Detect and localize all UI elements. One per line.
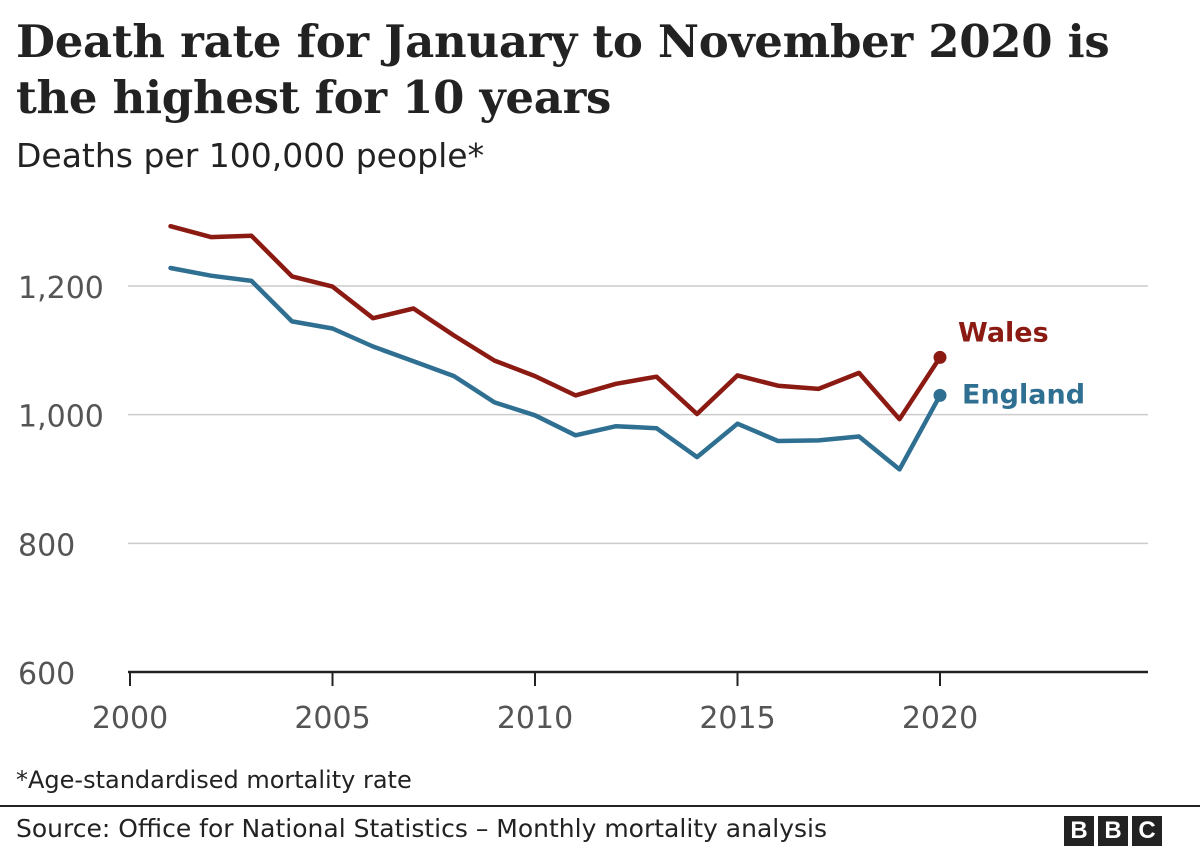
x-tick-label-2020: 2020 [902,701,978,736]
axis-layer: 600 800 1,000 1,200 2000 2005 2010 2015 2020 [18,271,1148,736]
x-tick-label-2005: 2005 [294,701,370,736]
y-tick-label-800: 800 [18,528,75,563]
y-tick-label-1200: 1,200 [18,271,104,306]
bbc-logo-letter-1: B [1064,816,1094,846]
series-line-wales [168,223,943,422]
y-tick-label-600: 600 [18,657,75,692]
series-layer [168,223,947,472]
series-label-wales: Wales [958,317,1049,348]
chart-title: Death rate for January to November 2020 … [16,15,1110,124]
series-endpoint-england [933,388,947,402]
x-tick-label-2000: 2000 [92,701,168,736]
bbc-logo: B B C [1064,816,1162,846]
footnote: *Age-standardised mortality rate [16,766,412,794]
source-note: Source: Office for National Statistics –… [16,814,828,843]
x-tick-label-2010: 2010 [497,701,573,736]
series-endpoint-wales [933,350,947,364]
y-tick-label-1000: 1,000 [18,400,104,435]
line-chart: 600 800 1,000 1,200 2000 2005 2010 2015 2020 Wal… [18,223,1148,736]
bbc-logo-letter-3: C [1132,816,1162,846]
series-label-england: England [962,379,1085,410]
series-line-england [168,265,943,472]
x-tick-label-2015: 2015 [699,701,775,736]
footer-divider [0,805,1200,807]
chart-subtitle: Deaths per 100,000 people* [16,136,485,175]
grid-layer [128,285,1148,545]
label-layer: Wales England [958,317,1085,410]
bbc-logo-letter-2: B [1098,816,1128,846]
